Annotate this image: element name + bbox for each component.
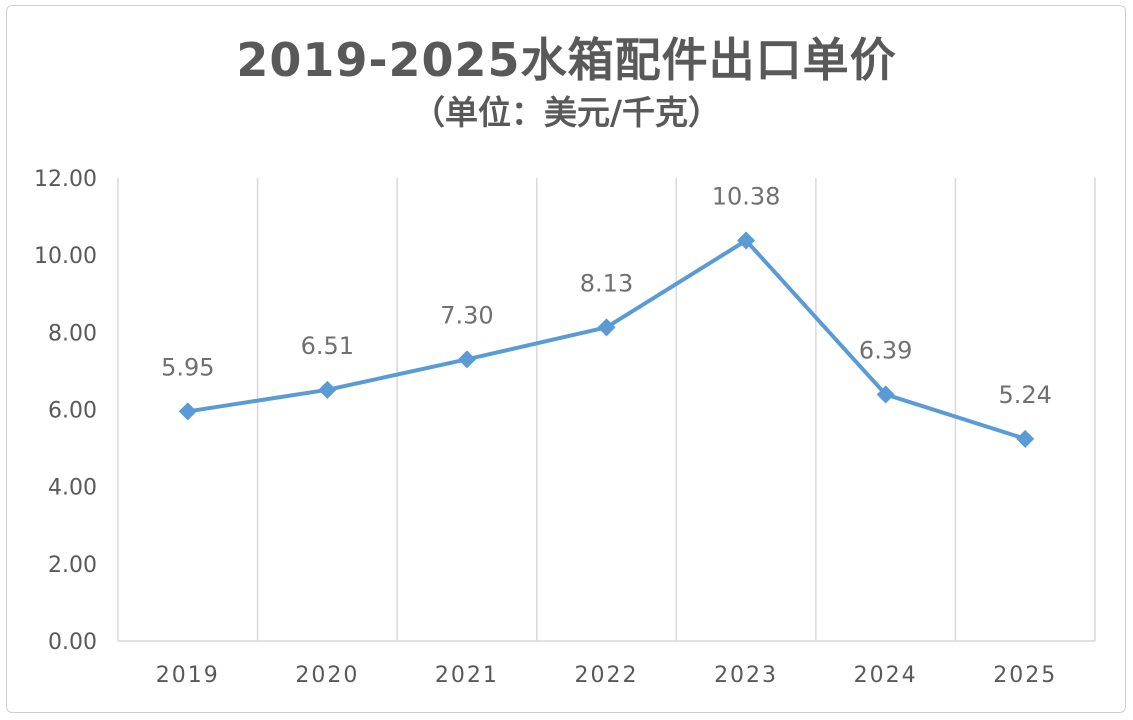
- y-tick-label: 8.00: [48, 321, 97, 346]
- data-point-marker: [876, 385, 895, 404]
- x-tick-label: 2023: [714, 663, 778, 688]
- data-point-marker: [178, 402, 197, 421]
- x-tick-label: 2025: [993, 663, 1057, 688]
- data-point-marker: [1016, 429, 1035, 448]
- chart-frame: [6, 5, 1126, 713]
- data-labels: 5.95 6.51 7.30 8.13 10.38 6.39 5.24: [161, 183, 1052, 409]
- data-label: 6.39: [859, 336, 912, 364]
- y-tick-label: 4.00: [48, 476, 97, 501]
- x-tick-label: 2021: [435, 663, 499, 688]
- x-tick-label: 2022: [575, 663, 639, 688]
- y-tick-label: 12.00: [34, 167, 97, 192]
- grid-lines: [117, 178, 1096, 641]
- data-point-marker: [597, 318, 616, 337]
- y-tick-label: 2.00: [48, 553, 97, 578]
- data-point-marker: [318, 380, 337, 399]
- x-tick-label: 2019: [156, 663, 220, 688]
- data-label: 8.13: [580, 269, 633, 297]
- data-label: 7.30: [440, 301, 493, 329]
- data-point-marker: [457, 350, 476, 369]
- chart-subtitle: （单位：美元/千克）: [411, 93, 722, 132]
- y-tick-label: 0.00: [48, 630, 97, 655]
- x-tick-label: 2020: [295, 663, 359, 688]
- y-tick-label: 6.00: [48, 399, 97, 424]
- data-label: 5.95: [161, 353, 214, 381]
- y-tick-label: 10.00: [34, 244, 97, 269]
- x-axis-tick-labels: 2019 2020 2021 2022 2023 2024 2025: [156, 663, 1057, 688]
- data-point-marker: [737, 231, 756, 250]
- data-label: 10.38: [712, 183, 781, 211]
- x-tick-label: 2024: [854, 663, 918, 688]
- y-axis-tick-labels: 0.00 2.00 4.00 6.00 8.00 10.00 12.00: [34, 167, 97, 655]
- chart-title: 2019-2025水箱配件出口单价: [236, 33, 897, 87]
- series-markers: [178, 231, 1035, 448]
- data-label: 6.51: [301, 332, 354, 360]
- data-label: 5.24: [998, 381, 1051, 409]
